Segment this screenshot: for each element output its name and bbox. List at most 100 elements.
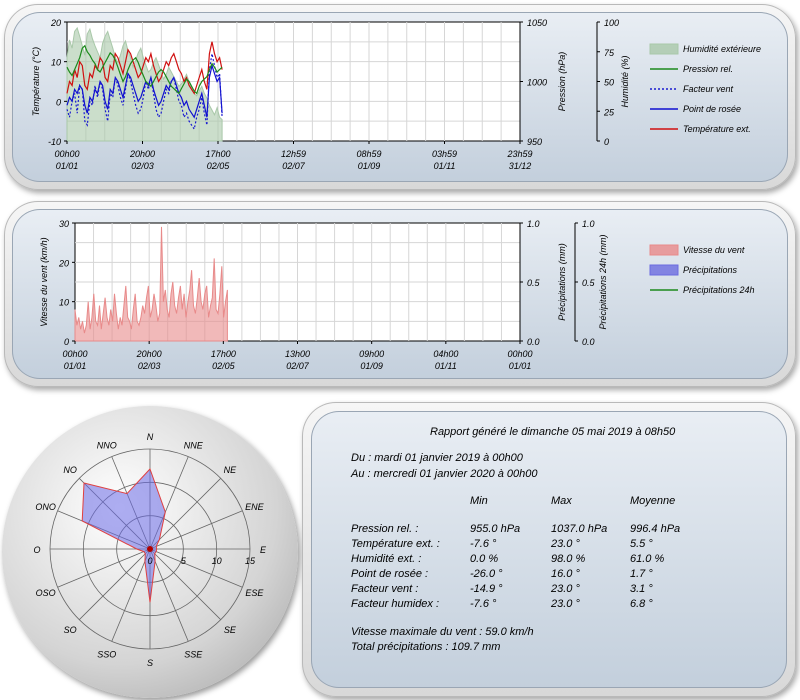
y-right1-tick-label: 0.5 <box>527 278 541 288</box>
series-line-facteur-vent <box>66 53 223 131</box>
radar-spoke <box>79 548 151 620</box>
radar-spoke <box>149 510 243 550</box>
report-row-min: 955.0 hPa <box>470 523 521 535</box>
legend-swatch <box>649 264 679 276</box>
report-row-min: -26.0 ° <box>470 568 503 580</box>
report-row-label: Température ext. : <box>351 538 440 550</box>
legend-label: Humidité extérieure <box>683 44 761 54</box>
radar-direction-label: NNE <box>184 441 204 451</box>
x-tick-label-date: 02/07 <box>286 361 310 371</box>
y-right1-axis-title: Précipitations (mm) <box>557 243 567 321</box>
temperature-chart: 20100-10105010009501007550250Température… <box>31 18 761 171</box>
report-row-max: 23.0 ° <box>551 583 580 595</box>
y-right2-axis-title: Humidité (%) <box>620 55 630 107</box>
y-left-tick-label: 0 <box>56 97 61 107</box>
radar-direction-label: O <box>33 545 40 555</box>
y-left-tick-label: 10 <box>51 58 61 68</box>
report-row-max: 98.0 % <box>551 553 586 565</box>
report-to: Au : mercredi 01 janvier 2020 à 00h00 <box>351 468 538 480</box>
x-tick-label-time: 20h00 <box>136 349 162 359</box>
legend-swatch <box>649 43 679 55</box>
y-right2-tick-label: 0 <box>604 137 609 147</box>
y-right2-tick-label: 1.0 <box>582 219 595 229</box>
y-left-tick-label: -10 <box>48 137 61 147</box>
y-right2-tick-label: 0.5 <box>582 278 596 288</box>
radar-direction-label: NO <box>63 465 77 475</box>
radar-direction-label: ONO <box>35 502 56 512</box>
report-row-avg: 996.4 hPa <box>630 523 681 535</box>
legend-label: Facteur vent <box>683 84 734 94</box>
report-row-max: 23.0 ° <box>551 538 580 550</box>
report-header-avg: Moyenne <box>630 495 676 507</box>
report-header-max: Max <box>551 495 572 507</box>
radar-direction-label: E <box>260 545 267 555</box>
report-row-avg: 6.8 ° <box>630 598 653 610</box>
y-left-axis-title: Vitesse du vent (km/h) <box>39 237 49 326</box>
y-right2-tick-label: 50 <box>604 78 614 88</box>
series-line-pression-rel. <box>66 44 223 95</box>
report-row-label: Point de rosée : <box>351 568 429 580</box>
radar-direction-label: S <box>147 658 153 668</box>
y-right1-tick-label: 1050 <box>527 18 547 28</box>
radar-direction-label: ESE <box>245 588 264 598</box>
y-right1-axis-title: Pression (hPa) <box>557 52 567 112</box>
x-tick-label-date: 02/07 <box>282 161 306 171</box>
report-total-rain: Total précipitations : 109.7 mm <box>351 641 501 653</box>
y-right2-tick-label: 100 <box>604 18 619 28</box>
x-tick-label-date: 01/11 <box>434 161 456 171</box>
radar-spoke <box>149 548 243 588</box>
y-right2-tick-label: 75 <box>604 48 615 58</box>
y-right2-tick-label: 0.0 <box>582 337 595 347</box>
report-title: Rapport généré le dimanche 05 mai 2019 à… <box>430 426 676 438</box>
report-row-max: 23.0 ° <box>551 598 580 610</box>
radar-polygon <box>81 468 166 603</box>
x-tick-label-time: 13h00 <box>285 349 310 359</box>
x-tick-label-time: 00h00 <box>62 349 87 359</box>
radar-direction-label: N <box>147 432 154 442</box>
x-tick-label-date: 01/09 <box>360 361 383 371</box>
radar-radial-tick-label: 10 <box>212 556 222 566</box>
report-row-label: Pression rel. : <box>351 523 419 535</box>
y-left-tick-label: 30 <box>59 219 69 229</box>
report-row-min: -14.9 ° <box>470 583 503 595</box>
legend-swatch <box>649 244 679 256</box>
y-left-tick-label: 0 <box>64 337 69 347</box>
x-tick-label-time: 17h00 <box>205 149 230 159</box>
y-right2-axis-title: Précipitations 24h (mm) <box>598 234 608 329</box>
radar-direction-label: SSO <box>97 649 116 659</box>
report-panel <box>302 402 796 697</box>
report-row-avg: 3.1 ° <box>630 583 653 595</box>
x-tick-label-date: 01/01 <box>509 361 532 371</box>
series-line-température-ext. <box>66 41 223 95</box>
report-row-max: 16.0 ° <box>551 568 580 580</box>
report-header-min: Min <box>470 495 488 507</box>
radar-spoke <box>149 478 221 550</box>
x-tick-label-date: 01/01 <box>64 361 87 371</box>
y-right1-tick-label: 0.0 <box>527 337 540 347</box>
report-row-avg: 5.5 ° <box>630 538 653 550</box>
radar-direction-label: NNO <box>97 441 117 451</box>
report-row-label: Facteur vent : <box>351 583 419 595</box>
report-row-min: 0.0 % <box>470 553 499 565</box>
radar-center <box>147 546 153 552</box>
x-tick-label-date: 02/05 <box>207 161 231 171</box>
legend-label: Point de rosée <box>683 104 741 114</box>
x-tick-label-time: 04h00 <box>433 349 458 359</box>
x-tick-label-date: 02/03 <box>131 161 154 171</box>
x-tick-label-time: 03h59 <box>432 149 457 159</box>
radar-direction-label: SO <box>64 625 77 635</box>
report-row-max: 1037.0 hPa <box>551 523 608 535</box>
report-from: Du : mardi 01 janvier 2019 à 00h00 <box>351 452 523 464</box>
radar-radial-tick-label: 0 <box>147 556 152 566</box>
y-left-axis-title: Température (°C) <box>31 47 41 116</box>
x-tick-label-date: 02/05 <box>212 361 236 371</box>
x-tick-label-date: 01/09 <box>358 161 381 171</box>
wind-rose-chart: N NNE NE ENE E ESE SE SSE S SSO SO OSO O ONO NO NNO 0 5 10… <box>33 432 267 668</box>
radar-direction-label: ENE <box>245 502 265 512</box>
radar-spoke <box>149 548 221 620</box>
y-left-tick-label: 20 <box>58 258 69 268</box>
report-row-avg: 61.0 % <box>630 553 665 565</box>
legend-label: Pression rel. <box>683 64 733 74</box>
radar-spoke <box>149 548 189 642</box>
report-row-label: Humidité ext. : <box>351 553 422 565</box>
